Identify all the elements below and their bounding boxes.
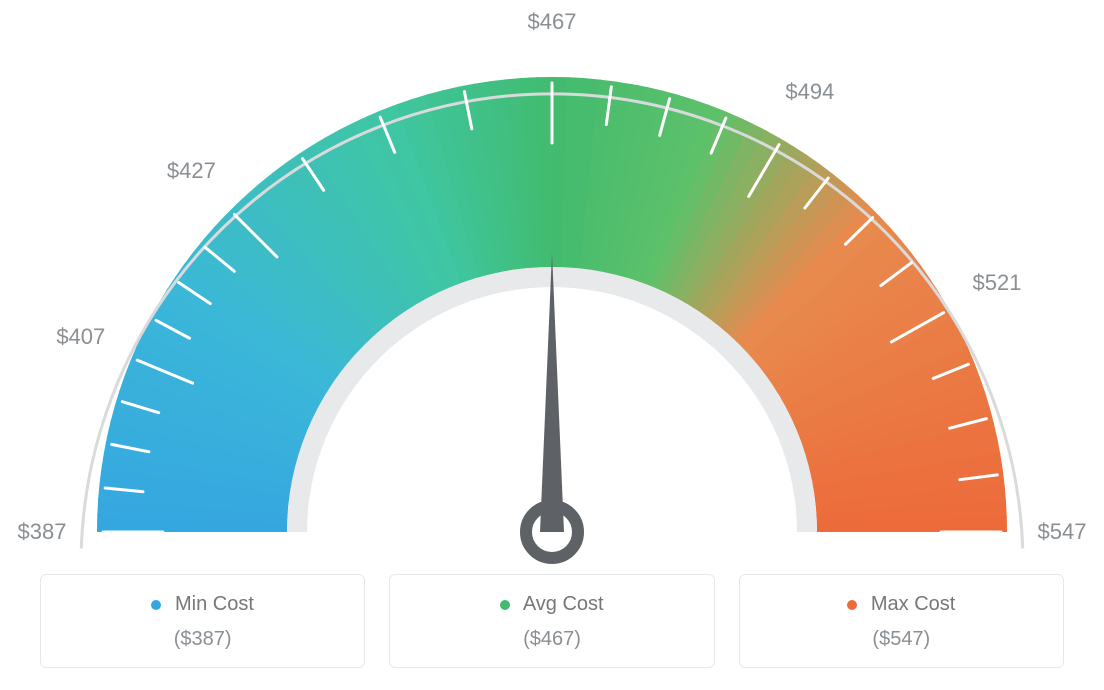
legend-avg: Avg Cost ($467) bbox=[389, 574, 714, 668]
chart-root: $387 $407 $427 $467 $494 $521 $547 Min Cost ($… bbox=[0, 0, 1104, 690]
tick-label: $547 bbox=[1038, 519, 1087, 545]
legend-min-title: Min Cost bbox=[51, 593, 354, 616]
legend-avg-dot bbox=[500, 600, 510, 610]
tick-label: $494 bbox=[785, 79, 834, 105]
legend-min: Min Cost ($387) bbox=[40, 574, 365, 668]
legend-max-value: ($547) bbox=[750, 628, 1053, 651]
legend: Min Cost ($387) Avg Cost ($467) Max Cost… bbox=[40, 574, 1064, 668]
legend-min-dot bbox=[151, 600, 161, 610]
tick-label: $427 bbox=[167, 158, 216, 184]
legend-max-dot bbox=[847, 600, 857, 610]
legend-max: Max Cost ($547) bbox=[739, 574, 1064, 668]
legend-max-title: Max Cost bbox=[750, 593, 1053, 616]
tick-label: $387 bbox=[18, 519, 67, 545]
legend-min-value: ($387) bbox=[51, 628, 354, 651]
tick-label: $407 bbox=[56, 324, 105, 350]
legend-avg-label: Avg Cost bbox=[523, 593, 604, 615]
tick-label: $521 bbox=[972, 270, 1021, 296]
tick-label: $467 bbox=[528, 9, 577, 35]
gauge-area: $387 $407 $427 $467 $494 $521 $547 bbox=[0, 0, 1104, 570]
legend-min-label: Min Cost bbox=[175, 593, 254, 615]
gauge-svg bbox=[0, 0, 1104, 570]
legend-avg-title: Avg Cost bbox=[400, 593, 703, 616]
legend-avg-value: ($467) bbox=[400, 628, 703, 651]
legend-max-label: Max Cost bbox=[871, 593, 955, 615]
